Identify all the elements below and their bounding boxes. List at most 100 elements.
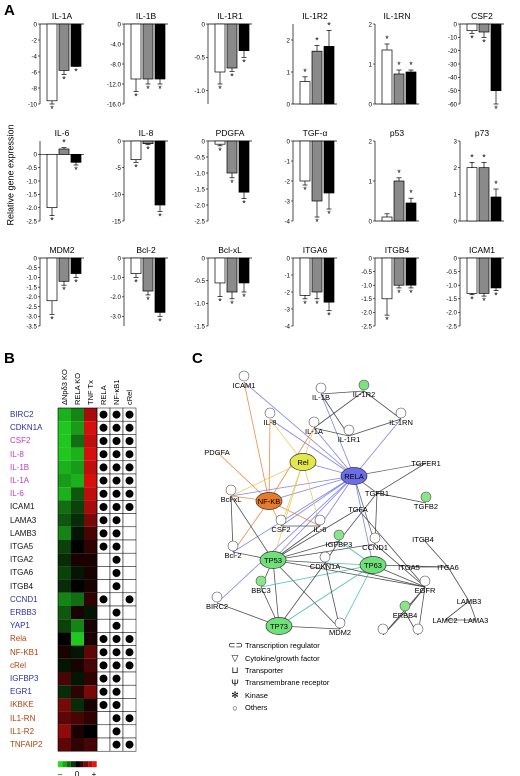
dot-cell [122, 579, 137, 594]
node-label: TP53 [264, 556, 282, 565]
binding-dot [99, 687, 108, 696]
binding-dot [99, 635, 108, 643]
node-label: TGFA [348, 505, 368, 514]
tick-label: -1.5 [26, 284, 37, 291]
scale-swatch [79, 761, 84, 768]
bar [58, 148, 70, 155]
heat-cell [84, 513, 97, 527]
significance-star: * [146, 145, 150, 155]
bar [214, 257, 226, 284]
binding-dot [99, 450, 108, 459]
legend-item: ✻ Kinase [228, 690, 268, 701]
tick-label: -1.5 [194, 323, 205, 330]
bar [478, 23, 490, 33]
bar [323, 46, 335, 105]
heat-cell [58, 487, 71, 501]
subchart-title: IL-1R2 [302, 11, 328, 21]
dot-cell [96, 605, 111, 620]
node-label: IL-1B [312, 393, 330, 402]
gene-label: LAMA3 [10, 515, 37, 525]
node-label: Bcl-xL [221, 495, 242, 504]
significance-star: * [482, 152, 486, 162]
dot-cell [122, 724, 137, 739]
subchart-10: TGF-α 0 -1 -2 -3 -4 * * * [284, 128, 337, 227]
network-edge [353, 475, 374, 566]
dot-cell [122, 552, 137, 567]
significance-star: * [62, 285, 66, 295]
node-label: Bcl-2 [224, 551, 241, 560]
tick-label: -1.0 [26, 178, 37, 185]
node-areg: AREG [372, 623, 394, 635]
tick-label: 0 [287, 101, 291, 108]
tick-label: -3.0 [110, 314, 121, 321]
tick-label: -2.5 [26, 304, 37, 311]
significance-star: * [74, 165, 78, 175]
bar [238, 23, 250, 52]
tick-label: 0 [454, 21, 458, 28]
dot-cell [122, 566, 137, 580]
node-csf2: CSF2 [271, 514, 291, 534]
significance-star: * [230, 71, 234, 81]
node-label: IL-6 [314, 525, 327, 534]
significance-star: * [158, 84, 162, 94]
heat-cell [58, 645, 71, 659]
significance-star: * [230, 178, 234, 188]
dot-cell [122, 618, 137, 633]
binding-dot [125, 489, 134, 498]
tick-label: 0 [454, 218, 458, 225]
gene-label: CSF2 [10, 436, 31, 446]
tick-label: -1 [284, 158, 290, 165]
binding-dot [112, 740, 121, 749]
tick-label: -2 [284, 178, 290, 185]
tick-label: -2.0 [26, 205, 37, 212]
heat-cell [71, 698, 84, 712]
heat-cell [58, 460, 71, 474]
bar [70, 153, 82, 163]
node-label: TP73 [270, 622, 288, 631]
tick-label: -16.0 [107, 101, 122, 108]
bar [299, 257, 311, 296]
bar [154, 257, 166, 313]
panel-b-letter: B [4, 350, 15, 367]
binding-dot [112, 714, 121, 723]
tick-label: -2.0 [194, 202, 205, 209]
subchart-title: IL-8 [139, 128, 154, 138]
node-label: BBC3 [251, 586, 271, 595]
tick-label: -1.0 [446, 283, 457, 290]
heat-cell [84, 592, 97, 606]
tick-label: -1.0 [194, 301, 205, 308]
tick-label: -1.0 [361, 283, 372, 290]
significance-star: * [74, 277, 78, 287]
heat-cell [71, 606, 84, 620]
gene-label: Rela [10, 634, 27, 644]
bar [46, 23, 58, 102]
dot-cell [122, 526, 137, 541]
subchart-title: TGF-α [303, 128, 328, 138]
heat-cell [71, 421, 84, 435]
significance-star: * [50, 104, 54, 114]
binding-dot [112, 542, 121, 551]
gene-label: ITGA5 [10, 542, 34, 551]
dot-cell [122, 698, 137, 712]
bar [46, 257, 58, 302]
tick-label: -1.0 [110, 275, 121, 282]
network-edge [280, 475, 355, 527]
node-label: LAMA3 [464, 616, 489, 625]
tick-label: -4 [31, 53, 37, 60]
significance-star: * [218, 297, 222, 307]
heat-cell [71, 645, 84, 659]
heat-cell [84, 500, 97, 514]
heat-cell [71, 474, 84, 488]
binding-dot [112, 674, 121, 683]
legend-label: Transmembrane receptor [245, 678, 330, 687]
subchart-title: ICAM1 [469, 245, 495, 255]
bar [238, 140, 250, 193]
node-label: LAMB3 [457, 597, 482, 606]
node-label: TGFB1 [365, 489, 389, 498]
subchart-title: IL-1R1 [217, 11, 243, 21]
gene-label: CDKN1A [10, 423, 43, 433]
tick-label: 0 [34, 255, 38, 262]
tick-label: -10 [28, 101, 38, 108]
node-label: IGFBP3 [326, 540, 353, 549]
tick-label: -0.5 [194, 154, 205, 161]
